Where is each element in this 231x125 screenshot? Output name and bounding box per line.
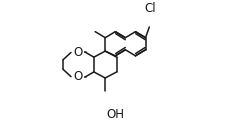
Text: O: O: [73, 70, 83, 83]
Text: OH: OH: [106, 108, 124, 121]
Text: Cl: Cl: [144, 2, 155, 15]
Text: O: O: [73, 46, 83, 59]
